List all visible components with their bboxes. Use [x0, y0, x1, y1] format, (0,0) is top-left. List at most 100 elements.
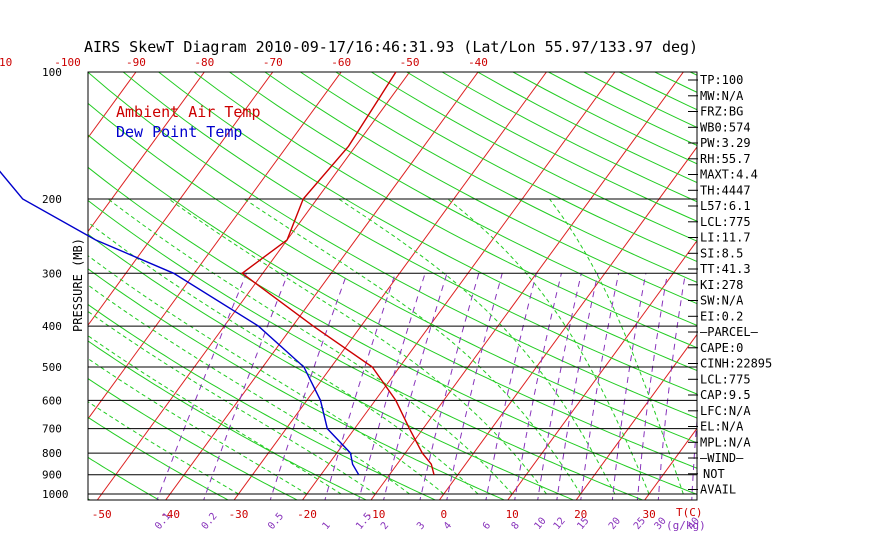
dry-adiabat-line: [122, 72, 697, 395]
stability-index: RH:55.7: [700, 152, 751, 166]
moist-adiabat-line: [447, 198, 650, 495]
mixing-ratio-tick-label: 6: [481, 520, 493, 532]
top-temp-tick-label: -100: [54, 56, 81, 69]
stability-index: KI:278: [700, 278, 743, 292]
bottom-temp-tick-label: -20: [297, 508, 317, 521]
isotherm-line: [165, 72, 479, 500]
moist-adiabat-line: [88, 401, 239, 495]
isotherm-line: [88, 72, 205, 233]
top-temp-tick-label: -90: [126, 56, 146, 69]
stability-index: FRZ:BG: [700, 105, 743, 119]
y-axis-label: PRESSURE (MB): [71, 238, 85, 332]
stability-index: AVAIL: [700, 483, 736, 497]
stability-index: TP:100: [700, 73, 743, 87]
pressure-tick-label: 600: [42, 394, 62, 407]
bottom-temp-tick-label: -40: [160, 508, 180, 521]
moist-adiabat-line: [88, 335, 342, 495]
mixing-ratio-tick-label: 8: [510, 520, 522, 532]
dry-adiabat-line: [300, 72, 697, 283]
dry-adiabat-line: [88, 416, 230, 500]
dry-adiabat-line: [88, 268, 506, 500]
stability-index: TT:41.3: [700, 262, 751, 276]
isotherm-line: [507, 239, 697, 500]
top-temp-tick-label: -80: [194, 56, 214, 69]
isotherm-line: [88, 72, 274, 327]
isotherm-line: [644, 427, 697, 500]
dry-adiabat-line: [88, 456, 160, 500]
isotherm-line: [575, 333, 697, 500]
mixing-ratio-line: [203, 273, 289, 500]
stability-index: L57:6.1: [700, 199, 751, 213]
mixing-ratio-line: [269, 273, 348, 500]
dry-adiabat-line: [88, 134, 697, 469]
stability-index: EI:0.2: [700, 309, 743, 323]
mixing-ratio-line: [537, 273, 582, 500]
stability-index: MPL:N/A: [700, 435, 751, 449]
moist-adiabat-line: [244, 198, 582, 495]
mixing-ratio-line: [446, 273, 503, 500]
stability-index: MAXT:4.4: [700, 168, 758, 182]
mixing-ratio-line: [657, 273, 686, 500]
pressure-tick-label: 800: [42, 447, 62, 460]
dry-adiabat-line: [229, 72, 697, 326]
mixing-ratio-line: [611, 273, 647, 500]
mixing-ratio-line: [485, 273, 537, 500]
ambient-temp-series: [241, 71, 435, 475]
plot-frame: [87, 71, 698, 501]
mixing-ratio-line: [156, 273, 247, 500]
dry-adiabat-line: [335, 72, 697, 263]
moist-adiabat-line: [88, 358, 308, 495]
dry-adiabat-line: [88, 303, 437, 500]
pressure-tick-label: 300: [42, 267, 62, 280]
bottom-temp-tick-label: -30: [229, 508, 249, 521]
pressure-tick-label: 400: [42, 320, 62, 333]
moist-adiabat-line: [107, 198, 513, 495]
dewpoint-series: [0, 170, 360, 476]
dry-adiabat-line: [88, 102, 697, 444]
mixing-ratio-tick-label: 1: [320, 520, 332, 532]
pressure-tick-label: 1000: [42, 488, 69, 501]
isotherm-line: [233, 72, 548, 500]
isotherm-line: [88, 72, 342, 420]
mixing-ratio-line: [580, 273, 620, 500]
stability-index: WB0:574: [700, 120, 751, 134]
top-temp-tick-label: -40: [468, 56, 488, 69]
stability-index: –PARCEL–: [700, 325, 759, 339]
pressure-tick-label: 100: [42, 66, 62, 79]
stability-index: SI:8.5: [700, 246, 743, 260]
bottom-temp-tick-label: 10: [506, 508, 519, 521]
top-temp-tick-label: -70: [263, 56, 283, 69]
stability-index: CAP:9.5: [700, 388, 751, 402]
top-temp-tick-label: -50: [400, 56, 420, 69]
mixing-ratio-line: [383, 273, 448, 500]
dry-adiabat-line: [193, 72, 697, 349]
top-temp-tick-label: -110: [0, 56, 12, 69]
stability-index: PW:3.29: [700, 136, 751, 150]
legend-entry: Ambient Air Temp: [116, 103, 261, 121]
mixing-ratio-line: [419, 273, 480, 500]
dry-adiabat-line: [88, 340, 368, 500]
stability-index: LFC:N/A: [700, 404, 751, 418]
stability-index: EL:N/A: [700, 420, 744, 434]
stability-index: LCL:775: [700, 215, 751, 229]
bottom-temp-tick-label: -10: [365, 508, 385, 521]
mixing-ratio-line: [556, 273, 599, 500]
pressure-tick-label: 200: [42, 193, 62, 206]
dry-adiabat-line: [264, 72, 697, 305]
chart-title: AIRS SkewT Diagram 2010-09-17/16:46:31.9…: [84, 38, 698, 56]
dry-adiabat-line: [88, 233, 575, 500]
stability-index: SW:N/A: [700, 294, 744, 308]
stability-index: TH:4447: [700, 183, 751, 197]
stability-index: LI:11.7: [700, 231, 751, 245]
dry-adiabat-line: [88, 199, 644, 500]
top-temp-tick-label: -60: [331, 56, 351, 69]
stability-index: NOT: [703, 467, 725, 481]
mixing-ratio-tick-label: 3: [415, 520, 427, 532]
legend-entry: Dew Point Temp: [116, 123, 242, 141]
mixing-ratio-line: [324, 273, 396, 500]
dry-adiabat-line: [88, 166, 697, 495]
